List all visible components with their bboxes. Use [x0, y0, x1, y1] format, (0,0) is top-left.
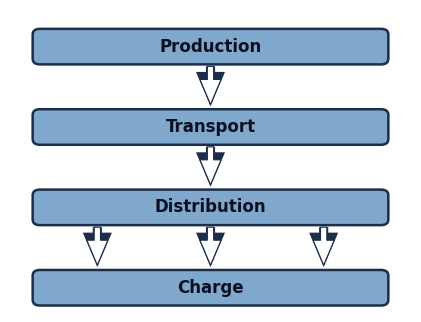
FancyBboxPatch shape [33, 270, 388, 306]
Text: Charge: Charge [177, 279, 244, 297]
Text: Transport: Transport [165, 118, 256, 136]
FancyBboxPatch shape [33, 109, 388, 145]
FancyBboxPatch shape [33, 190, 388, 225]
Text: Distribution: Distribution [155, 198, 266, 216]
FancyBboxPatch shape [33, 29, 388, 64]
Text: Production: Production [160, 38, 261, 56]
